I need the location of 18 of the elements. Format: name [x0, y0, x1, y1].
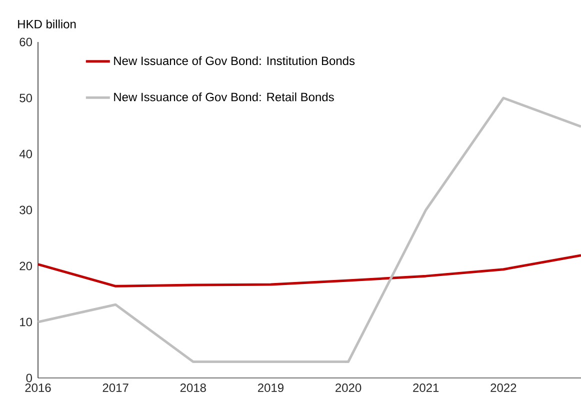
- x-tick-label: 2018: [180, 384, 206, 392]
- y-tick-label: 30: [20, 206, 32, 214]
- y-tick-label: 60: [20, 38, 32, 46]
- line-series: [36, 254, 581, 288]
- x-tick-label: 2021: [413, 384, 439, 392]
- y-tick-label: 10: [20, 318, 32, 326]
- x-tick-label: 2020: [336, 384, 362, 392]
- x-tick-label: 2019: [258, 384, 284, 392]
- x-tick-label: 2017: [102, 384, 128, 392]
- x-tick-label: 2022: [490, 384, 516, 392]
- x-tick-label: 2016: [25, 384, 51, 392]
- y-tick-label: 20: [20, 262, 32, 270]
- y-tick-label: 40: [19, 150, 32, 158]
- y-tick-label: 0: [26, 374, 32, 382]
- legend-label: New Issuance of Gov Bond: Institution Bonds: [114, 56, 355, 66]
- y-axis-title: HKD billion: [18, 20, 76, 28]
- legend-label: New Issuance of Gov Bond: Retail Bonds: [114, 92, 334, 102]
- y-tick-label: 50: [20, 94, 32, 102]
